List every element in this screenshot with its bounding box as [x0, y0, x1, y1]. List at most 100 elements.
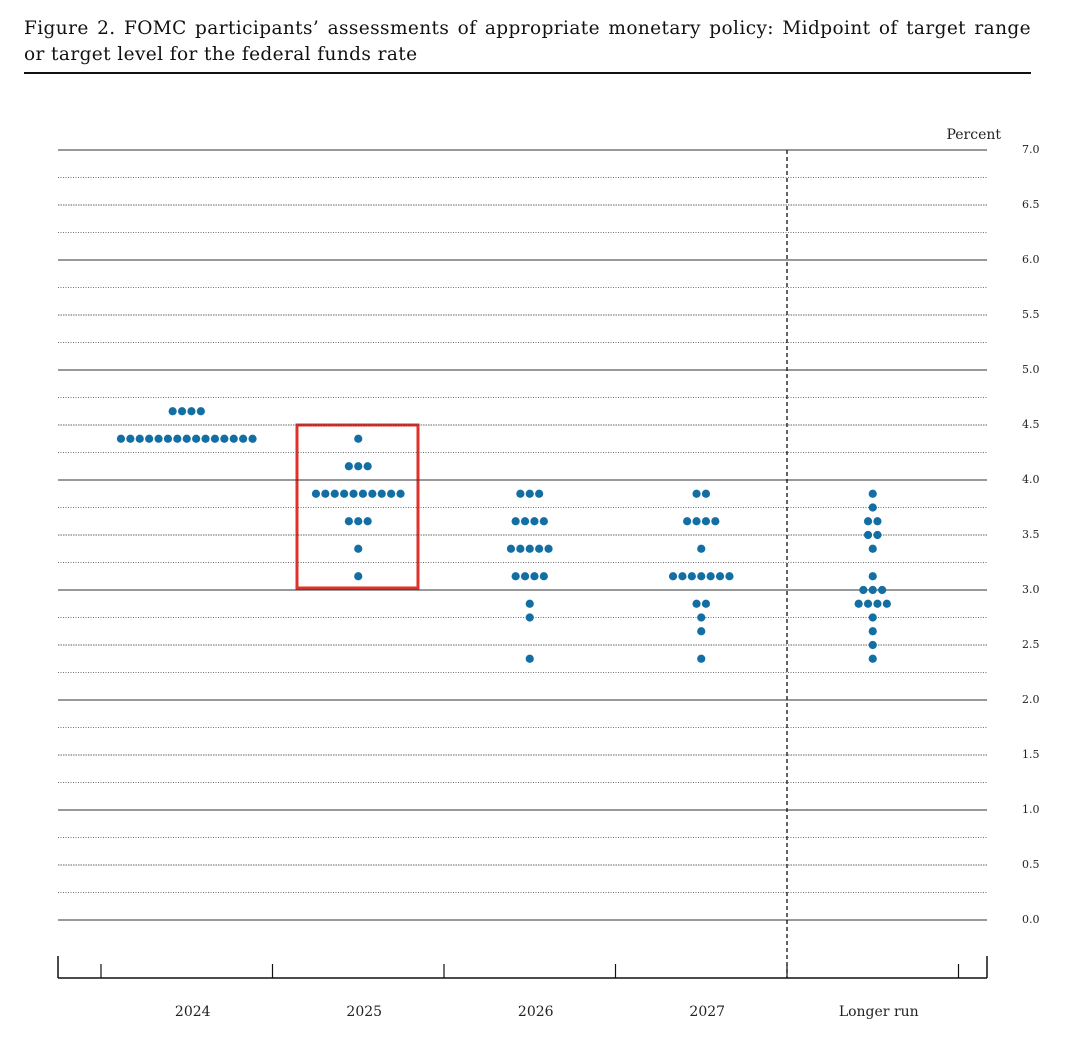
dot [525, 613, 534, 622]
dot [863, 530, 873, 540]
y-tick-label: 6.5 [1022, 198, 1040, 211]
dot [511, 517, 520, 526]
dot [116, 434, 126, 443]
dot [854, 599, 863, 608]
dot [878, 585, 887, 595]
dot [535, 489, 544, 498]
title-rule [24, 72, 1031, 74]
dot [354, 544, 363, 553]
dot [539, 572, 548, 581]
dot [873, 530, 882, 540]
chart-title: Figure 2. FOMC participants’ assessments… [24, 18, 1031, 65]
dot [882, 599, 891, 608]
dot [697, 613, 706, 622]
y-tick-label: 3.0 [1022, 583, 1040, 596]
dot [154, 434, 163, 443]
x-tick-label: 2027 [689, 1004, 725, 1020]
dot [354, 462, 363, 471]
y-tick-label: 4.0 [1022, 473, 1040, 486]
y-tick-label: 2.5 [1022, 638, 1040, 651]
dot [701, 599, 711, 608]
dot [525, 489, 534, 498]
dot [868, 544, 877, 553]
x-tick-label: 2025 [346, 1004, 382, 1020]
dot [697, 572, 706, 581]
y-tick-label: 5.0 [1022, 363, 1040, 376]
y-tick-label: 5.5 [1022, 308, 1040, 321]
highlight-box [295, 423, 420, 590]
dot [368, 489, 377, 498]
dot [220, 434, 229, 443]
y-tick-label: 1.0 [1022, 803, 1040, 816]
dot [725, 572, 734, 581]
dot [868, 572, 877, 581]
dot [354, 572, 363, 581]
dot [387, 489, 396, 498]
dot [248, 434, 257, 443]
dot [692, 489, 701, 498]
dot [321, 489, 330, 498]
x-tick-label: Longer run [839, 1004, 919, 1020]
x-tick-label: 2024 [175, 1004, 211, 1020]
y-tick-label: 0.5 [1022, 858, 1040, 871]
dot [868, 503, 877, 512]
dot [868, 613, 877, 622]
y-tick-label: 1.5 [1022, 748, 1040, 761]
dot [182, 434, 191, 443]
dot [330, 489, 339, 498]
dot [863, 599, 873, 608]
y-tick-label: 6.0 [1022, 253, 1040, 266]
dot [173, 434, 182, 443]
dot [868, 489, 877, 498]
dot [511, 572, 520, 581]
dot [354, 517, 363, 526]
dot [340, 489, 349, 498]
dot [168, 407, 177, 416]
dot [192, 434, 201, 443]
dot [706, 572, 715, 581]
y-tick-label: 2.0 [1022, 693, 1040, 706]
dot [520, 517, 530, 526]
y-tick-label: 7.0 [1022, 143, 1040, 156]
dot [239, 434, 248, 443]
dot [349, 489, 358, 498]
dot [863, 517, 873, 526]
dot [525, 599, 534, 608]
dot [516, 544, 525, 553]
dot [544, 544, 553, 553]
dot [868, 585, 877, 595]
dot [344, 517, 353, 526]
dot [868, 654, 877, 663]
dot [873, 599, 882, 608]
y-tick-label: 4.5 [1022, 418, 1040, 431]
dot [363, 462, 372, 471]
dot [697, 544, 706, 553]
dot [229, 434, 238, 443]
dot [396, 489, 405, 498]
y-tick-label: 3.5 [1022, 528, 1040, 541]
dot [535, 544, 544, 553]
dot [530, 517, 539, 526]
dot [358, 489, 368, 498]
dot [210, 434, 220, 443]
dot [697, 627, 706, 636]
dot [126, 434, 135, 443]
dot [692, 517, 701, 526]
y-tick-label: 0.0 [1022, 913, 1040, 926]
dot [196, 407, 205, 416]
dot [354, 434, 363, 443]
dot [525, 654, 534, 663]
dot [525, 544, 534, 553]
dot [715, 572, 725, 581]
dot [187, 407, 196, 416]
dot [520, 572, 530, 581]
dot [530, 572, 539, 581]
dot [678, 572, 687, 581]
dot [311, 489, 321, 498]
dot [683, 517, 692, 526]
dot [859, 585, 868, 595]
dot [377, 489, 386, 498]
dot [692, 599, 701, 608]
